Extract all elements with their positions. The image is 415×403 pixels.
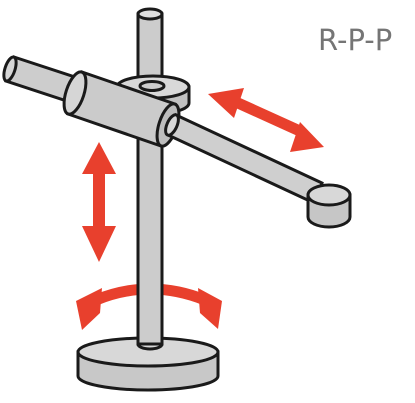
horizontal-arm <box>164 112 324 206</box>
robot-type-label: R-P-P <box>318 23 392 57</box>
vertical-post <box>136 7 164 351</box>
base <box>76 336 220 392</box>
vertical-motion-arrow <box>82 142 116 262</box>
horizontal-motion-arrow <box>208 88 324 152</box>
end-effector <box>306 183 352 229</box>
